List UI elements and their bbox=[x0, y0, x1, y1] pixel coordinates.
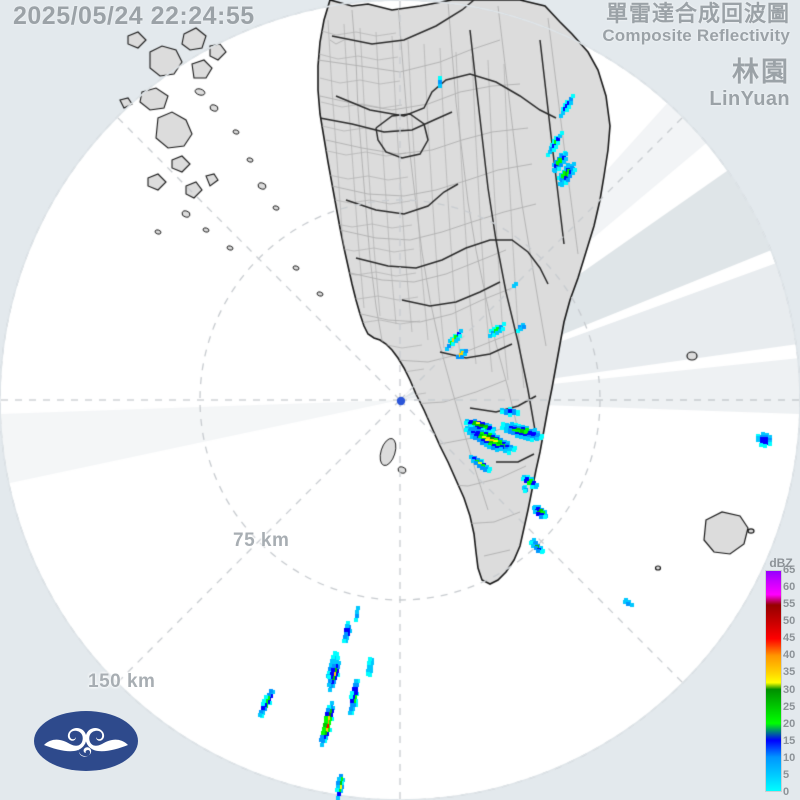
product-title-zh: 單雷達合成回波圖 bbox=[605, 1, 790, 26]
colorbar-ticks: 65 60 55 50 45 40 35 30 25 20 15 10 5 0 bbox=[783, 564, 800, 798]
colorbar-gradient bbox=[765, 570, 782, 792]
timestamp-label: 2025/05/24 22:24:55 bbox=[13, 2, 255, 30]
colorbar-title: dBZ bbox=[769, 556, 793, 570]
colorbar-tick-40: 40 bbox=[783, 649, 796, 662]
colorbar-tick-50: 50 bbox=[783, 615, 796, 628]
colorbar-tick-15: 15 bbox=[783, 734, 796, 747]
product-title-en: Composite Reflectivity bbox=[602, 25, 790, 45]
range-ring-label-75km: 75 km bbox=[233, 530, 290, 551]
product-title: 單雷達合成回波圖 Composite Reflectivity bbox=[602, 2, 790, 45]
colorbar-tick-0: 0 bbox=[783, 786, 790, 798]
range-ring-label-150km: 150 km bbox=[88, 671, 156, 692]
cwa-logo[interactable] bbox=[32, 709, 140, 773]
station-name-en: LinYuan bbox=[709, 87, 790, 110]
station-name: 林園 LinYuan bbox=[709, 57, 790, 111]
colorbar-tick-20: 20 bbox=[783, 717, 796, 730]
colorbar-tick-35: 35 bbox=[783, 666, 796, 679]
colorbar-tick-45: 45 bbox=[783, 632, 796, 645]
colorbar-tick-5: 5 bbox=[783, 768, 790, 781]
logo-wave-mark bbox=[44, 727, 128, 757]
colorbar-tick-65: 65 bbox=[783, 564, 796, 576]
colorbar-tick-60: 60 bbox=[783, 581, 796, 594]
colorbar-tick-55: 55 bbox=[783, 598, 796, 611]
colorbar-tick-25: 25 bbox=[783, 700, 796, 713]
colorbar-tick-30: 30 bbox=[783, 683, 796, 696]
station-name-zh: 林園 bbox=[732, 57, 790, 87]
dbz-colorbar: dBZ 65 60 55 50 45 40 35 30 25 20 15 10 5 0 bbox=[762, 556, 800, 800]
colorbar-tick-10: 10 bbox=[783, 751, 796, 764]
